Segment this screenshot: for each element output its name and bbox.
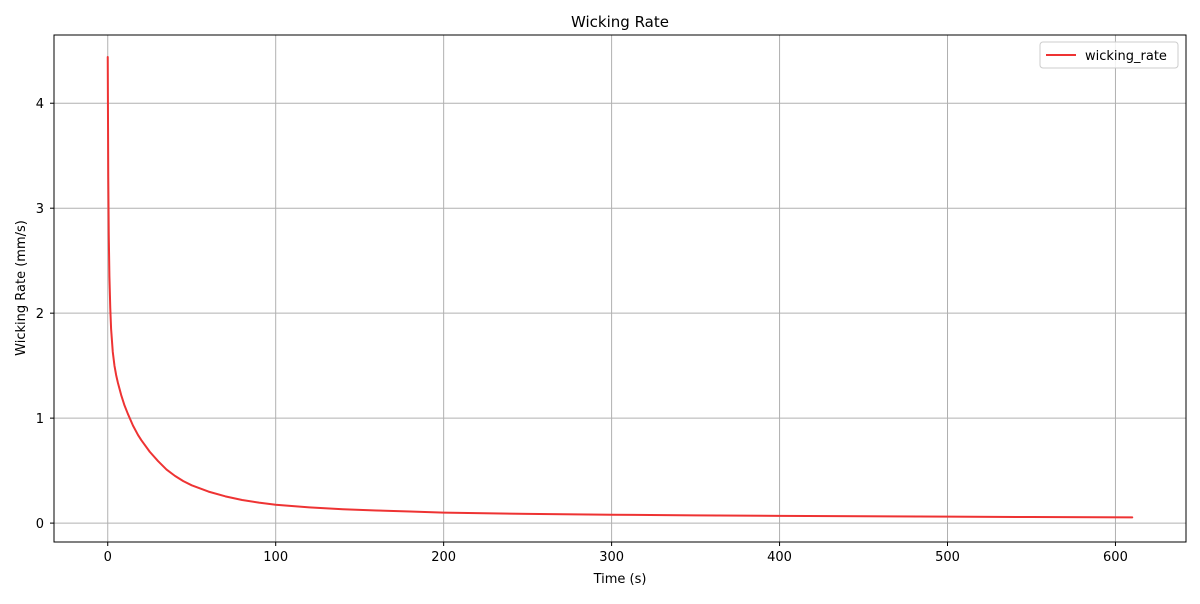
y-axis-label: Wicking Rate (mm/s) — [14, 220, 29, 356]
x-axis-label: Time (s) — [593, 572, 647, 587]
x-tick-label: 0 — [104, 550, 112, 565]
legend: wicking_rate — [1039, 41, 1179, 69]
y-axis-ticks: 0 1 2 3 4 — [36, 97, 54, 532]
series-line-wicking-rate — [106, 56, 1134, 519]
y-tick-label: 1 — [36, 412, 44, 427]
y-tick-label: 0 — [36, 517, 44, 532]
y-tick-label: 2 — [36, 307, 44, 322]
plot-frame — [53, 34, 1187, 543]
y-tick-label: 3 — [36, 202, 44, 217]
chart-title: Wicking Rate — [571, 13, 669, 31]
legend-label-wicking-rate: wicking_rate — [1085, 49, 1167, 64]
x-tick-label: 600 — [1103, 550, 1128, 565]
x-tick-label: 400 — [767, 550, 792, 565]
y-tick-label: 4 — [36, 97, 44, 112]
x-tick-label: 300 — [599, 550, 624, 565]
grid-lines — [54, 35, 1186, 542]
x-tick-label: 100 — [263, 550, 288, 565]
x-axis-ticks: 0 100 200 300 400 500 600 — [104, 542, 1128, 565]
x-tick-label: 200 — [431, 550, 456, 565]
series-layer — [106, 56, 1134, 519]
legend-box — [1039, 41, 1179, 69]
x-tick-label: 500 — [935, 550, 960, 565]
